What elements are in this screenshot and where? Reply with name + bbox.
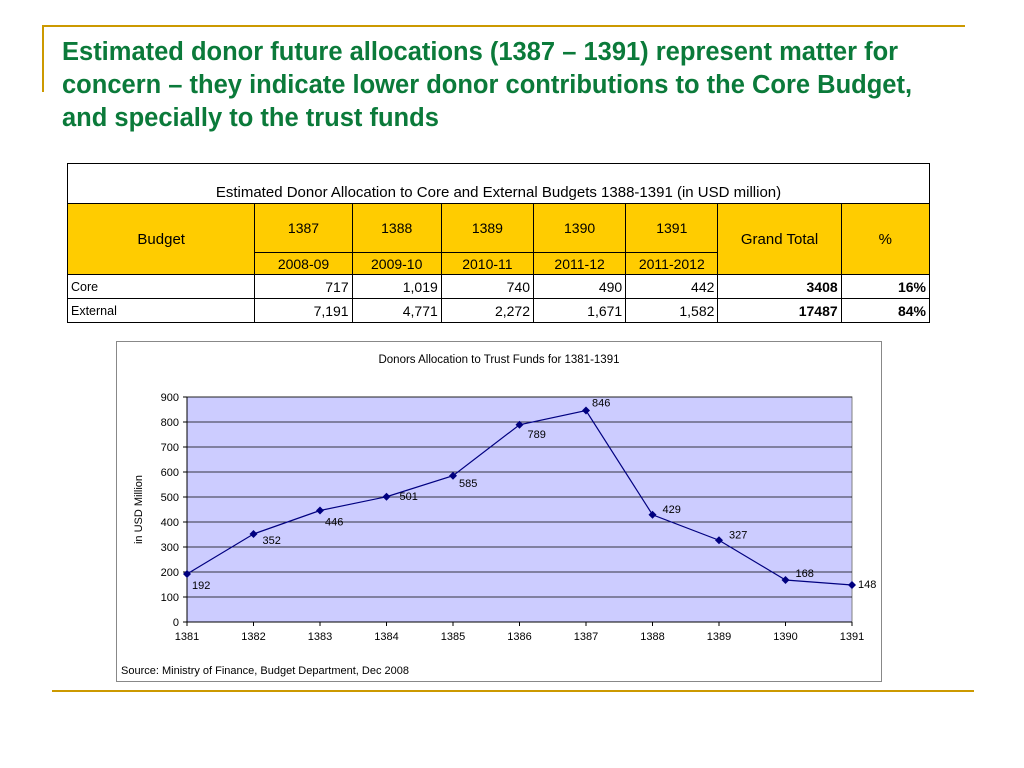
fiscal-year-header: 2010-11	[440, 252, 535, 275]
x-tick-label: 1388	[640, 631, 664, 643]
data-label: 846	[592, 398, 610, 410]
chart-canvas: Donors Allocation to Trust Funds for 138…	[121, 354, 876, 677]
x-tick-label: 1385	[441, 631, 465, 643]
grand-total-header: Grand Total	[717, 203, 842, 275]
donor-allocation-table: Estimated Donor Allocation to Core and E…	[66, 163, 931, 323]
data-label: 429	[663, 504, 681, 516]
x-tick-label: 1389	[707, 631, 731, 643]
x-tick-label: 1391	[840, 631, 864, 643]
data-label: 352	[263, 535, 281, 547]
fiscal-year-header: 2011-12	[532, 252, 627, 275]
table-cell: 490	[532, 274, 627, 299]
data-point	[715, 536, 723, 545]
slide-title: Estimated donor future allocations (1387…	[62, 38, 913, 132]
percent-cell: 16%	[840, 274, 931, 299]
y-tick-label: 100	[161, 592, 179, 604]
data-point	[183, 570, 191, 578]
fiscal-year-header: 2009-10	[351, 252, 442, 275]
data-point	[648, 510, 657, 519]
data-label: 501	[400, 491, 418, 503]
year-header: 1391	[625, 203, 719, 253]
table-cell: 1,582	[625, 298, 719, 323]
y-tick-label: 200	[161, 567, 179, 579]
y-tick-label: 800	[161, 417, 179, 429]
x-tick-label: 1382	[241, 631, 265, 643]
grand-total-cell: 17487	[717, 298, 842, 323]
row-label: Core	[66, 274, 256, 299]
data-label: 168	[796, 568, 814, 580]
table-cell: 1,019	[351, 274, 442, 299]
y-tick-label: 700	[161, 442, 179, 454]
year-header: 1387	[254, 203, 353, 253]
data-point	[249, 530, 258, 538]
year-header: 1389	[440, 203, 535, 253]
table-row-external: External 7,191 4,771 2,272 1,671 1,582 1…	[66, 298, 931, 323]
year-header: 1390	[532, 203, 627, 253]
year-header: 1388	[351, 203, 442, 253]
data-point	[382, 492, 391, 501]
y-tick-label: 400	[161, 517, 179, 529]
y-tick-label: 500	[161, 492, 179, 504]
x-tick-label: 1381	[175, 631, 199, 643]
grand-total-cell: 3408	[717, 274, 842, 299]
table-caption: Estimated Donor Allocation to Core and E…	[67, 163, 930, 204]
y-tick-label: 300	[161, 542, 179, 554]
x-tick-label: 1386	[507, 631, 531, 643]
table-cell: 717	[254, 274, 353, 299]
percent-header: %	[840, 203, 931, 275]
table-cell: 7,191	[254, 298, 353, 323]
table-cell: 442	[625, 274, 719, 299]
chart-title: Donors Allocation to Trust Funds for 138…	[378, 354, 619, 366]
data-point	[781, 576, 790, 584]
y-tick-label: 900	[161, 392, 179, 404]
plot-area	[186, 396, 853, 623]
x-tick-label: 1387	[574, 631, 598, 643]
row-label: External	[66, 298, 256, 323]
table-cell: 1,671	[532, 298, 627, 323]
x-tick-label: 1390	[773, 631, 797, 643]
data-label: 327	[729, 529, 747, 541]
y-tick-label: 600	[161, 467, 179, 479]
x-tick-label: 1384	[374, 631, 398, 643]
decorative-vertical-line	[42, 26, 44, 92]
y-tick-label: 0	[173, 617, 179, 629]
data-label: 192	[192, 580, 210, 592]
decorative-top-line	[42, 25, 965, 27]
data-point	[316, 506, 324, 515]
percent-cell: 84%	[840, 298, 931, 323]
chart-source: Source: Ministry of Finance, Budget Depa…	[121, 665, 409, 677]
data-label: 148	[858, 579, 876, 591]
data-point	[515, 420, 524, 429]
data-label: 789	[528, 429, 546, 441]
x-tick-label: 1383	[308, 631, 332, 643]
decorative-bottom-line	[52, 690, 974, 692]
data-point	[848, 581, 856, 589]
table-cell: 2,272	[440, 298, 535, 323]
fiscal-year-header: 2008-09	[254, 252, 353, 275]
data-label: 585	[459, 478, 477, 490]
table-cell: 740	[440, 274, 535, 299]
budget-header: Budget	[66, 203, 256, 275]
table-cell: 4,771	[351, 298, 442, 323]
trust-fund-chart: Donors Allocation to Trust Funds for 138…	[116, 341, 882, 682]
data-point	[582, 406, 590, 415]
table-row-core: Core 717 1,019 740 490 442 3408 16%	[66, 274, 931, 299]
data-label: 446	[325, 517, 343, 529]
data-point	[449, 471, 457, 480]
y-axis-label: in USD Million	[133, 475, 145, 544]
fiscal-year-header: 2011-2012	[625, 252, 719, 275]
